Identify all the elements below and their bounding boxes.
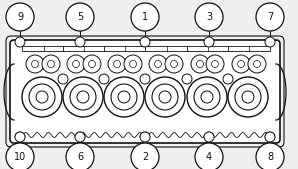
Circle shape: [140, 74, 150, 84]
Circle shape: [238, 61, 244, 67]
Circle shape: [196, 61, 204, 67]
Circle shape: [235, 84, 261, 110]
Text: 5: 5: [77, 12, 83, 22]
Circle shape: [140, 37, 150, 47]
Circle shape: [75, 132, 85, 142]
Circle shape: [15, 132, 25, 142]
Circle shape: [204, 37, 214, 47]
Circle shape: [104, 77, 144, 117]
Circle shape: [265, 132, 275, 142]
Circle shape: [248, 55, 266, 73]
Circle shape: [58, 74, 68, 84]
Circle shape: [256, 3, 284, 31]
Circle shape: [26, 55, 44, 73]
Circle shape: [152, 84, 178, 110]
Text: 1: 1: [142, 12, 148, 22]
Bar: [63, 46, 105, 51]
Circle shape: [99, 74, 109, 84]
Text: 7: 7: [267, 12, 273, 22]
Bar: [22, 46, 65, 51]
Text: 4: 4: [206, 152, 212, 162]
Circle shape: [83, 55, 101, 73]
Circle shape: [131, 3, 159, 31]
Text: 9: 9: [17, 12, 23, 22]
Circle shape: [232, 55, 250, 73]
Circle shape: [70, 84, 96, 110]
Circle shape: [15, 37, 25, 47]
Circle shape: [32, 61, 38, 67]
Circle shape: [256, 143, 284, 169]
Circle shape: [131, 143, 159, 169]
Circle shape: [154, 61, 162, 67]
Text: 10: 10: [14, 152, 26, 162]
Circle shape: [228, 77, 268, 117]
Circle shape: [149, 55, 167, 73]
Circle shape: [114, 61, 120, 67]
Circle shape: [223, 74, 233, 84]
Circle shape: [72, 61, 80, 67]
Circle shape: [89, 61, 95, 67]
Circle shape: [194, 84, 220, 110]
Bar: [228, 46, 270, 51]
Circle shape: [206, 55, 224, 73]
Circle shape: [77, 91, 89, 103]
Text: 8: 8: [267, 152, 273, 162]
Circle shape: [182, 74, 192, 84]
Circle shape: [118, 91, 130, 103]
Circle shape: [170, 61, 178, 67]
FancyBboxPatch shape: [10, 40, 280, 143]
Circle shape: [108, 55, 126, 73]
Circle shape: [195, 143, 223, 169]
Circle shape: [47, 61, 55, 67]
Circle shape: [130, 61, 136, 67]
Circle shape: [36, 91, 48, 103]
Bar: [187, 46, 229, 51]
Circle shape: [187, 77, 227, 117]
Circle shape: [254, 61, 260, 67]
Circle shape: [66, 3, 94, 31]
Circle shape: [165, 55, 183, 73]
Circle shape: [191, 55, 209, 73]
Circle shape: [145, 77, 185, 117]
Circle shape: [42, 55, 60, 73]
Bar: [145, 46, 188, 51]
Circle shape: [124, 55, 142, 73]
Circle shape: [212, 61, 218, 67]
Circle shape: [201, 91, 213, 103]
Circle shape: [22, 77, 62, 117]
Text: 2: 2: [142, 152, 148, 162]
Circle shape: [6, 3, 34, 31]
Circle shape: [204, 132, 214, 142]
Circle shape: [63, 77, 103, 117]
Circle shape: [67, 55, 85, 73]
Circle shape: [195, 3, 223, 31]
Circle shape: [29, 84, 55, 110]
Circle shape: [265, 37, 275, 47]
Bar: [104, 46, 146, 51]
Circle shape: [111, 84, 137, 110]
Circle shape: [242, 91, 254, 103]
Text: 6: 6: [77, 152, 83, 162]
Circle shape: [159, 91, 171, 103]
Circle shape: [66, 143, 94, 169]
Circle shape: [75, 37, 85, 47]
Text: 3: 3: [206, 12, 212, 22]
Circle shape: [6, 143, 34, 169]
Circle shape: [140, 132, 150, 142]
